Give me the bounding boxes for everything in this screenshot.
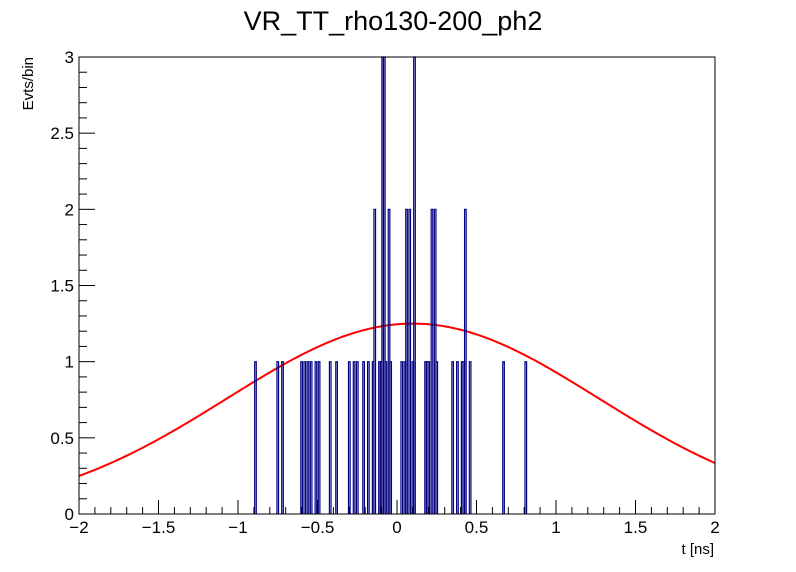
x-axis: −2 −1.5 −1 −0.5 0 0.5 1 1.5 2 xyxy=(69,500,720,537)
histogram-bin xyxy=(335,361,338,514)
x-tick-label: 0 xyxy=(392,518,401,537)
fit-curve xyxy=(78,322,716,477)
y-tick-label: 3 xyxy=(65,48,74,67)
x-tick-label: −1.5 xyxy=(142,518,176,537)
histogram-bin xyxy=(366,361,370,514)
histogram-bin xyxy=(384,361,388,514)
y-tick-label: 2.5 xyxy=(50,124,74,143)
histogram-bin xyxy=(408,208,412,514)
histogram-bin xyxy=(276,361,280,514)
histogram-bin xyxy=(456,361,459,514)
histogram-bin xyxy=(389,361,393,514)
y-tick-label: 1.5 xyxy=(50,277,74,296)
y-axis: 0 0.5 1 1.5 2 2.5 3 xyxy=(50,48,95,524)
histogram-bin xyxy=(309,361,313,514)
histogram-bin xyxy=(306,361,310,514)
histogram-bin xyxy=(281,361,284,514)
histogram-bin xyxy=(352,361,356,514)
histogram-bin xyxy=(303,361,307,514)
histogram-bin xyxy=(355,361,359,514)
y-tick-label: 0 xyxy=(65,505,74,524)
histogram-bin xyxy=(314,361,318,514)
x-tick-label: 2 xyxy=(710,518,719,537)
y-tick-label: 0.5 xyxy=(50,429,74,448)
histogram-bin xyxy=(463,208,467,514)
histogram-bin xyxy=(468,361,472,514)
histogram-bin xyxy=(373,208,377,514)
chart-title: VR_TT_rho130-200_ph2 xyxy=(244,6,543,36)
histogram-bin xyxy=(328,361,332,514)
y-tick-label: 2 xyxy=(65,200,74,219)
histogram-bin xyxy=(502,361,505,514)
fit-layer xyxy=(78,322,716,477)
histogram-bin xyxy=(347,361,351,514)
histogram-bin xyxy=(524,361,528,514)
y-tick-label: 1 xyxy=(65,353,74,372)
histogram-bin xyxy=(400,361,404,514)
histogram-bin xyxy=(435,361,439,514)
x-tick-label: 1 xyxy=(551,518,560,537)
x-tick-label: −1 xyxy=(228,518,247,537)
histogram-bin xyxy=(405,208,408,514)
x-tick-label: −2 xyxy=(69,518,88,537)
x-axis-label: t [ns] xyxy=(681,541,714,558)
histogram-layer xyxy=(254,56,528,514)
histogram-bin xyxy=(317,361,321,514)
y-axis-label: Evts/bin xyxy=(20,57,37,110)
x-tick-label: 0.5 xyxy=(465,518,489,537)
histogram-bin xyxy=(362,361,365,514)
histogram-bin xyxy=(254,361,257,514)
histogram-bin xyxy=(427,361,431,514)
histogram-bin xyxy=(451,361,455,514)
histogram-bin xyxy=(300,361,303,514)
x-tick-label: 1.5 xyxy=(624,518,648,537)
x-tick-label: −0.5 xyxy=(301,518,335,537)
histogram-bin xyxy=(430,208,434,514)
